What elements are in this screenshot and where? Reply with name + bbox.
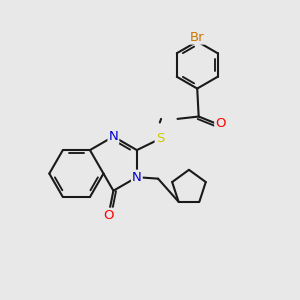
Text: Br: Br <box>190 31 205 44</box>
Text: O: O <box>215 117 226 130</box>
Text: O: O <box>104 209 114 222</box>
Text: N: N <box>132 171 142 184</box>
Text: S: S <box>156 132 164 146</box>
Text: N: N <box>109 130 118 143</box>
